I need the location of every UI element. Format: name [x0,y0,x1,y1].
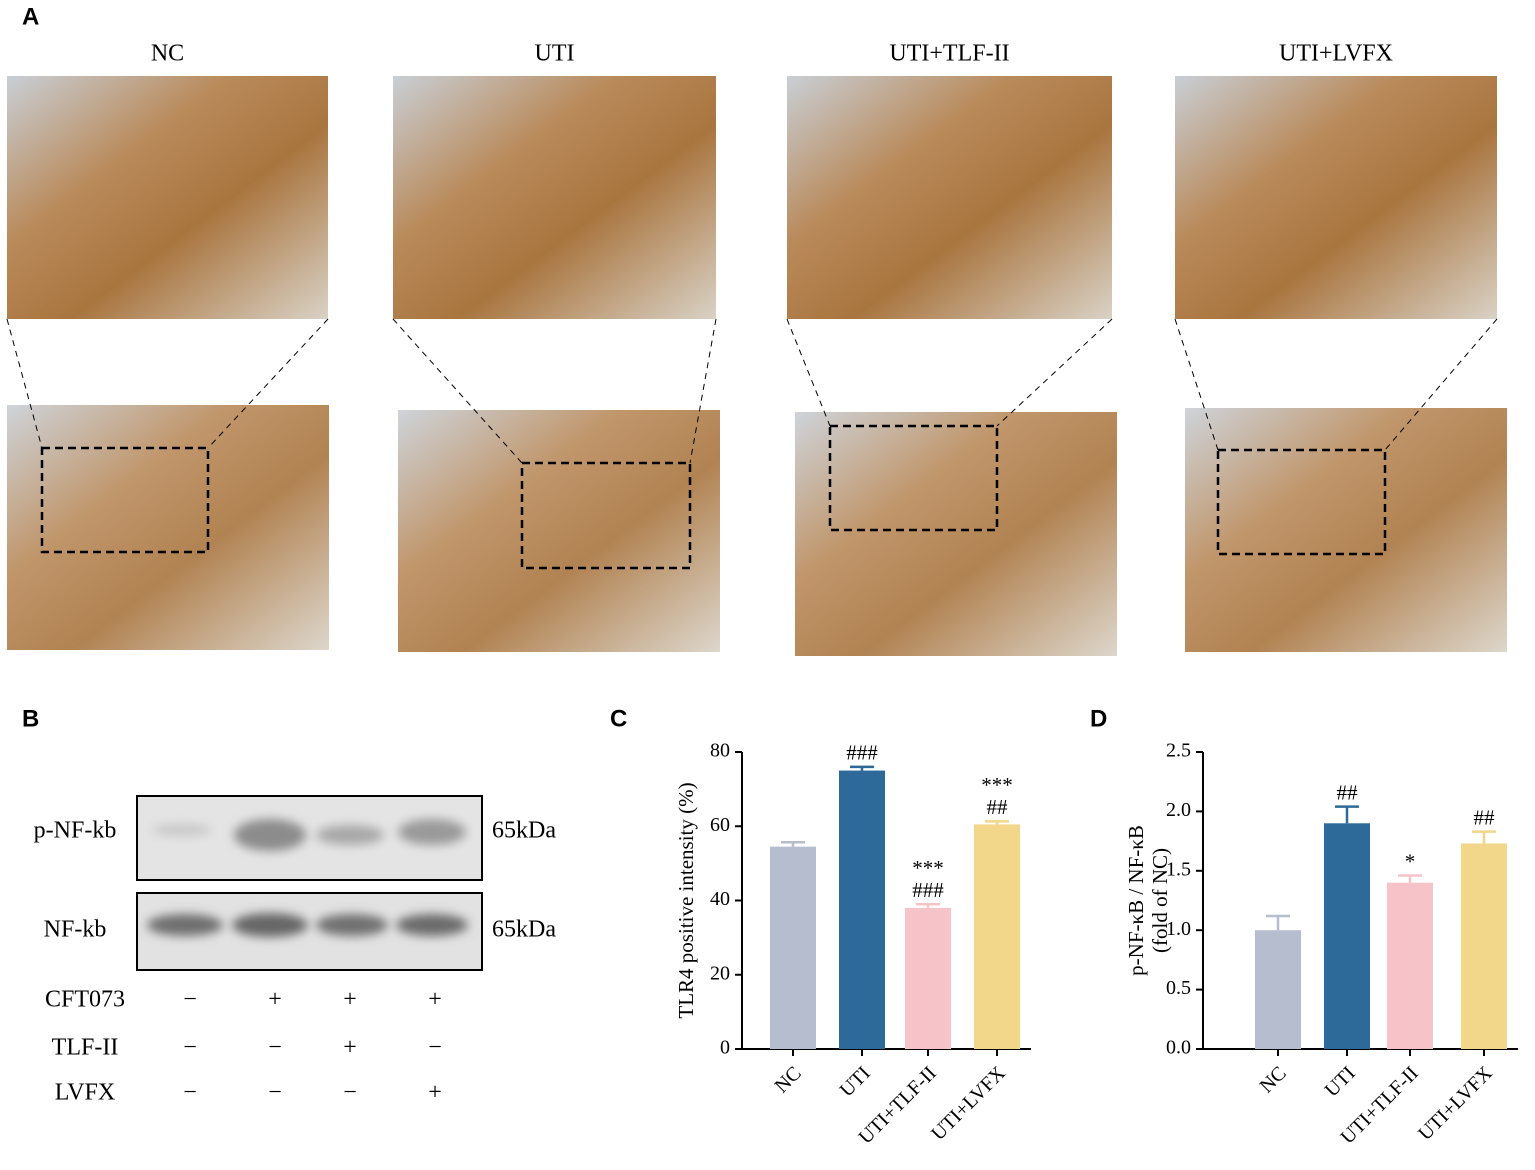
micrograph [787,76,1112,319]
x-tick-label: NC [771,1062,806,1097]
bar [839,770,885,1049]
y-axis-label: TLR4 positive intensity (%) [674,782,698,1018]
zoom-line [786,318,831,427]
micrograph [398,410,720,652]
panel-label: A [22,3,39,30]
blot-label: NF-kb [44,917,107,943]
x-tick-label: UTI [1321,1062,1360,1101]
y-tick-label: 20 [710,962,730,984]
blot-size: 65kDa [492,917,556,943]
treatment-label: LVFX [55,1080,115,1106]
error-bar [1266,914,1290,931]
treatment-sign: − [183,987,197,1013]
blot-size: 65kDa [492,818,556,844]
panel-label: C [610,705,627,732]
y-tick-label: 2.5 [1166,740,1191,762]
y-tick-label: 80 [710,740,730,762]
bar [1461,843,1507,1049]
significance: ## [1474,805,1496,829]
treatment-sign: − [183,1080,197,1106]
significance: *** [912,856,944,880]
treatment-sign: + [343,1035,357,1061]
zoom-line [996,318,1113,427]
micrograph [795,412,1117,656]
error-bar [850,765,874,771]
micrograph [1175,76,1497,319]
panel-label: D [1090,705,1107,732]
y-tick-label: 2.0 [1166,799,1191,821]
x-tick-label: UTI+LVFX [1414,1062,1497,1145]
error-bar [985,820,1009,825]
treatment-sign: + [428,1080,442,1106]
y-axis-label: (fold of NC) [1148,848,1172,953]
zoom-box [1216,448,1387,556]
significance: ### [912,878,944,902]
error-bar [1335,805,1359,824]
y-axis-label: p-NF-κB / NF-κB [1124,825,1148,976]
micrograph [7,76,328,319]
y-tick-label: 0 [720,1037,730,1059]
treatment-sign: + [343,987,357,1013]
y-tick-label: 1.0 [1166,918,1191,940]
treatment-sign: − [428,1035,442,1061]
zoom-line [6,318,43,449]
y-tick-label: 40 [710,888,730,910]
treatment-sign: + [428,987,442,1013]
blot-label: p-NF-kb [34,818,117,844]
bar [770,846,816,1049]
bar [905,907,951,1049]
significance: * [1405,849,1416,873]
panel-b: p-NF-kb 65kDa NF-kb 65kDa CFT073 − + + + TLF-II − −… [34,795,556,1106]
error-bar [916,902,940,908]
bar [974,824,1020,1049]
error-bar [1472,830,1496,844]
significance: ## [987,795,1009,819]
treatment-sign: − [343,1080,357,1106]
treatment-sign: − [268,1035,282,1061]
micrograph [393,76,716,319]
x-tick-label: UTI+LVFX [927,1062,1010,1145]
significance: *** [981,773,1013,797]
group-title: UTI+TLF-II [889,41,1009,67]
micrograph [1185,408,1507,652]
zoom-box [828,424,999,532]
bar [1324,823,1370,1049]
y-tick-label: 0.0 [1166,1037,1191,1059]
treatment-label: TLF-II [52,1035,119,1061]
panel-label: B [22,705,39,732]
zoom-line [207,318,329,449]
treatment-sign: − [183,1035,197,1061]
treatment-label: CFT073 [45,987,125,1013]
zoom-box [520,461,692,570]
y-tick-label: 0.5 [1166,977,1191,999]
y-tick-label: 1.5 [1166,858,1191,880]
group-title: UTI+LVFX [1279,41,1393,67]
zoom-box [40,446,210,554]
zoom-line [689,318,717,464]
y-tick-label: 60 [710,814,730,836]
micrograph [7,405,329,650]
x-tick-label: UTI [836,1062,875,1101]
zoom-line [1384,318,1498,451]
bar [1255,930,1301,1049]
significance: ### [846,741,878,765]
x-tick-label: NC [1256,1062,1291,1097]
treatment-sign: − [268,1080,282,1106]
significance: ## [1337,780,1359,804]
error-bar [1398,874,1422,883]
group-title: UTI [535,41,575,67]
group-title: NC [151,41,184,67]
treatment-sign: + [268,987,282,1013]
bands [147,819,468,937]
bar [1387,882,1433,1049]
zoom-line [1174,318,1219,451]
error-bar [781,840,805,847]
